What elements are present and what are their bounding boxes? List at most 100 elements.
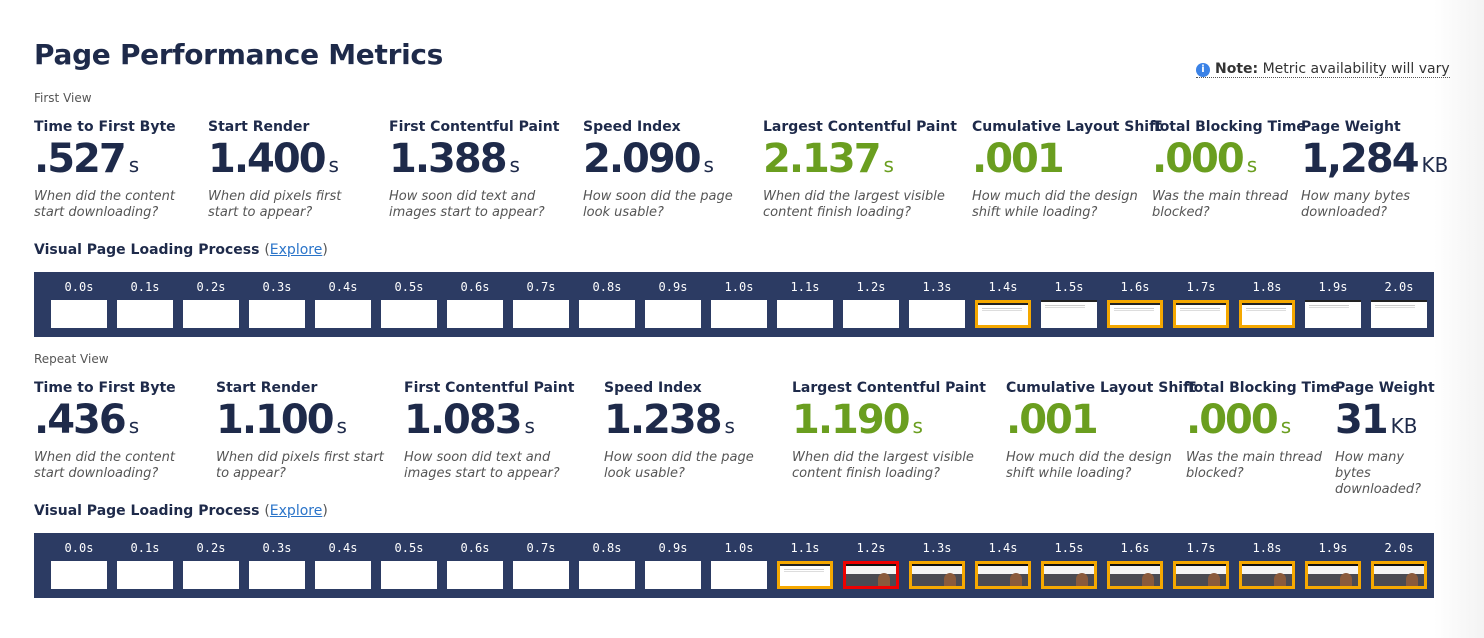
filmstrip-frame[interactable]: 0.1s — [115, 533, 175, 589]
filmstrip-frame[interactable]: 0.3s — [247, 533, 307, 589]
frame-thumbnail[interactable] — [447, 300, 503, 328]
frame-thumbnail[interactable] — [1371, 561, 1427, 589]
frame-time: 0.7s — [526, 541, 556, 555]
metric-label: Cumulative Layout Shift — [972, 119, 1162, 135]
filmstrip-frame[interactable]: 1.4s — [973, 272, 1033, 328]
frame-time: 1.0s — [724, 541, 754, 555]
frame-time: 2.0s — [1384, 541, 1414, 555]
filmstrip-frame[interactable]: 0.6s — [445, 533, 505, 589]
filmstrip-frame[interactable]: 1.3s — [907, 533, 967, 589]
frame-thumbnail[interactable] — [777, 561, 833, 589]
filmstrip-frame[interactable]: 0.7s — [511, 533, 571, 589]
frame-thumbnail[interactable] — [249, 300, 305, 328]
filmstrip-frame[interactable]: 1.9s — [1303, 272, 1363, 328]
filmstrip-frame[interactable]: 1.8s — [1237, 272, 1297, 328]
frame-thumbnail[interactable] — [1041, 300, 1097, 328]
filmstrip-frame[interactable]: 0.2s — [181, 533, 241, 589]
frame-thumbnail[interactable] — [975, 300, 1031, 328]
filmstrip-frame[interactable]: 0.3s — [247, 272, 307, 328]
frame-time: 1.8s — [1252, 280, 1282, 294]
filmstrip-frame[interactable]: 1.9s — [1303, 533, 1363, 589]
filmstrip-frame[interactable]: 1.8s — [1237, 533, 1297, 589]
frame-thumbnail[interactable] — [579, 300, 635, 328]
filmstrip-frame[interactable]: 0.5s — [379, 272, 439, 328]
filmstrip-frame[interactable]: 0.0s — [49, 533, 109, 589]
frame-thumbnail[interactable] — [711, 300, 767, 328]
explore-link[interactable]: Explore — [269, 503, 323, 519]
frame-thumbnail[interactable] — [843, 561, 899, 589]
frame-thumbnail[interactable] — [183, 300, 239, 328]
metric-unit: s — [524, 414, 535, 438]
frame-thumbnail[interactable] — [711, 561, 767, 589]
filmstrip-frame[interactable]: 0.4s — [313, 272, 373, 328]
filmstrip-frame[interactable]: 2.0s — [1369, 272, 1429, 328]
filmstrip-frame[interactable]: 0.1s — [115, 272, 175, 328]
frame-thumbnail[interactable] — [1173, 561, 1229, 589]
filmstrip-frame[interactable]: 0.7s — [511, 272, 571, 328]
frame-thumbnail[interactable] — [909, 561, 965, 589]
frame-thumbnail[interactable] — [579, 561, 635, 589]
filmstrip-frame[interactable]: 0.8s — [577, 533, 637, 589]
filmstrip-frame[interactable]: 0.9s — [643, 533, 703, 589]
filmstrip-frame[interactable]: 1.1s — [775, 272, 835, 328]
filmstrip-frame[interactable]: 1.1s — [775, 533, 835, 589]
filmstrip-frame[interactable]: 0.5s — [379, 533, 439, 589]
filmstrip-frame[interactable]: 1.7s — [1171, 272, 1231, 328]
frame-thumbnail[interactable] — [1041, 561, 1097, 589]
metric-unit: s — [328, 153, 339, 177]
frame-thumbnail[interactable] — [381, 561, 437, 589]
filmstrip-frame[interactable]: 0.2s — [181, 272, 241, 328]
metric-unit: s — [1246, 153, 1258, 177]
filmstrip-frame[interactable]: 2.0s — [1369, 533, 1429, 589]
filmstrip-frame[interactable]: 1.0s — [709, 272, 769, 328]
frame-thumbnail[interactable] — [1107, 561, 1163, 589]
frame-thumbnail[interactable] — [645, 300, 701, 328]
filmstrip-frame[interactable]: 1.4s — [973, 533, 1033, 589]
frame-thumbnail[interactable] — [51, 300, 107, 328]
frame-thumbnail[interactable] — [117, 561, 173, 589]
frame-thumbnail[interactable] — [975, 561, 1031, 589]
filmstrip-frame[interactable]: 1.6s — [1105, 272, 1165, 328]
frame-thumbnail[interactable] — [51, 561, 107, 589]
frame-thumbnail[interactable] — [447, 561, 503, 589]
filmstrip-frame[interactable]: 1.5s — [1039, 533, 1099, 589]
frame-thumbnail[interactable] — [1305, 300, 1361, 328]
frame-thumbnail[interactable] — [645, 561, 701, 589]
metric-label: Total Blocking Time — [1152, 119, 1306, 135]
frame-thumbnail[interactable] — [843, 300, 899, 328]
frame-thumbnail[interactable] — [1107, 300, 1163, 328]
frame-thumbnail[interactable] — [315, 561, 371, 589]
page-edge — [1434, 0, 1484, 638]
frame-thumbnail[interactable] — [513, 561, 569, 589]
frame-thumbnail[interactable] — [1173, 300, 1229, 328]
metric-label: Cumulative Layout Shift — [1006, 380, 1196, 396]
filmstrip-frame[interactable]: 0.6s — [445, 272, 505, 328]
frame-thumbnail[interactable] — [183, 561, 239, 589]
filmstrip-frame[interactable]: 1.2s — [841, 272, 901, 328]
frame-thumbnail[interactable] — [909, 300, 965, 328]
filmstrip-frame[interactable]: 0.9s — [643, 272, 703, 328]
explore-link[interactable]: Explore — [269, 242, 323, 258]
frame-thumbnail[interactable] — [1239, 300, 1295, 328]
frame-thumbnail[interactable] — [381, 300, 437, 328]
filmstrip-frame[interactable]: 0.0s — [49, 272, 109, 328]
frame-thumbnail[interactable] — [249, 561, 305, 589]
frame-thumbnail[interactable] — [1371, 300, 1427, 328]
filmstrip-frame[interactable]: 1.7s — [1171, 533, 1231, 589]
filmstrip[interactable]: 0.0s 0.1s 0.2s 0.3s 0.4s 0.5s 0.6s 0.7s 0.8s 0.9s… — [34, 533, 1434, 598]
metric-availability-note[interactable]: i Note: Metric availability will vary — [1196, 61, 1450, 78]
frame-thumbnail[interactable] — [1239, 561, 1295, 589]
filmstrip[interactable]: 0.0s 0.1s 0.2s 0.3s 0.4s 0.5s 0.6s 0.7s 0.8s 0.9s… — [34, 272, 1434, 337]
frame-thumbnail[interactable] — [513, 300, 569, 328]
filmstrip-frame[interactable]: 0.4s — [313, 533, 373, 589]
frame-thumbnail[interactable] — [777, 300, 833, 328]
frame-thumbnail[interactable] — [1305, 561, 1361, 589]
filmstrip-frame[interactable]: 1.2s — [841, 533, 901, 589]
filmstrip-frame[interactable]: 1.0s — [709, 533, 769, 589]
filmstrip-frame[interactable]: 1.6s — [1105, 533, 1165, 589]
filmstrip-frame[interactable]: 0.8s — [577, 272, 637, 328]
filmstrip-frame[interactable]: 1.3s — [907, 272, 967, 328]
frame-thumbnail[interactable] — [315, 300, 371, 328]
frame-thumbnail[interactable] — [117, 300, 173, 328]
filmstrip-frame[interactable]: 1.5s — [1039, 272, 1099, 328]
